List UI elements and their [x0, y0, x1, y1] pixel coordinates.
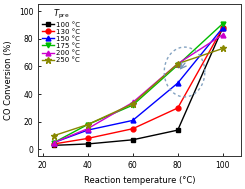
X-axis label: Reaction temperature (°C): Reaction temperature (°C)	[84, 176, 195, 185]
Line: 150 °C: 150 °C	[51, 25, 225, 145]
200 °C	[221, 33, 224, 36]
250 °C	[86, 123, 89, 126]
130 °C	[86, 137, 89, 139]
100 °C	[52, 144, 55, 146]
175 °C	[52, 141, 55, 144]
Line: 200 °C: 200 °C	[51, 32, 225, 145]
Y-axis label: CO Conversion (%): CO Conversion (%)	[4, 40, 13, 120]
130 °C	[176, 107, 179, 109]
200 °C	[176, 63, 179, 65]
250 °C	[176, 63, 179, 65]
175 °C	[86, 123, 89, 126]
150 °C	[52, 141, 55, 144]
250 °C	[52, 135, 55, 137]
150 °C	[221, 27, 224, 29]
200 °C	[86, 128, 89, 130]
130 °C	[221, 27, 224, 29]
Legend: 100 °C, 130 °C, 150 °C, 175 °C, 200 °C, 250 °C: 100 °C, 130 °C, 150 °C, 175 °C, 200 °C, …	[41, 7, 81, 64]
175 °C	[176, 64, 179, 66]
130 °C	[52, 143, 55, 145]
Line: 130 °C: 130 °C	[51, 25, 225, 146]
250 °C	[131, 103, 134, 105]
200 °C	[52, 141, 55, 144]
250 °C	[221, 47, 224, 50]
Line: 250 °C: 250 °C	[51, 45, 226, 139]
150 °C	[131, 119, 134, 122]
130 °C	[131, 128, 134, 130]
200 °C	[131, 101, 134, 104]
Line: 100 °C: 100 °C	[51, 25, 225, 148]
175 °C	[221, 22, 224, 25]
Line: 175 °C: 175 °C	[51, 21, 225, 145]
100 °C	[86, 143, 89, 145]
100 °C	[221, 27, 224, 29]
100 °C	[176, 129, 179, 131]
150 °C	[176, 82, 179, 84]
175 °C	[131, 104, 134, 106]
100 °C	[131, 139, 134, 141]
150 °C	[86, 129, 89, 131]
